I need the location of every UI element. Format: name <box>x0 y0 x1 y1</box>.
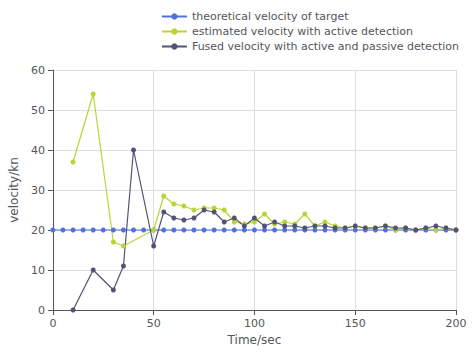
svg-text:Time/sec: Time/sec <box>227 333 282 347</box>
svg-text:Fused velocity with active and: Fused velocity with active and passive d… <box>192 40 459 53</box>
svg-text:50: 50 <box>147 317 161 330</box>
svg-text:0: 0 <box>49 317 56 330</box>
svg-text:200: 200 <box>446 317 467 330</box>
svg-text:40: 40 <box>31 144 45 157</box>
svg-text:30: 30 <box>31 184 45 197</box>
svg-text:150: 150 <box>345 317 366 330</box>
svg-text:50: 50 <box>31 104 45 117</box>
svg-text:20: 20 <box>31 224 45 237</box>
svg-text:estimated velocity with active: estimated velocity with active detection <box>192 25 413 38</box>
svg-text:theoretical velocity of target: theoretical velocity of target <box>192 10 349 23</box>
svg-text:10: 10 <box>31 264 45 277</box>
svg-text:0: 0 <box>38 304 45 317</box>
svg-text:60: 60 <box>31 64 45 77</box>
svg-text:100: 100 <box>244 317 265 330</box>
svg-text:velocity/kn: velocity/kn <box>7 157 21 223</box>
